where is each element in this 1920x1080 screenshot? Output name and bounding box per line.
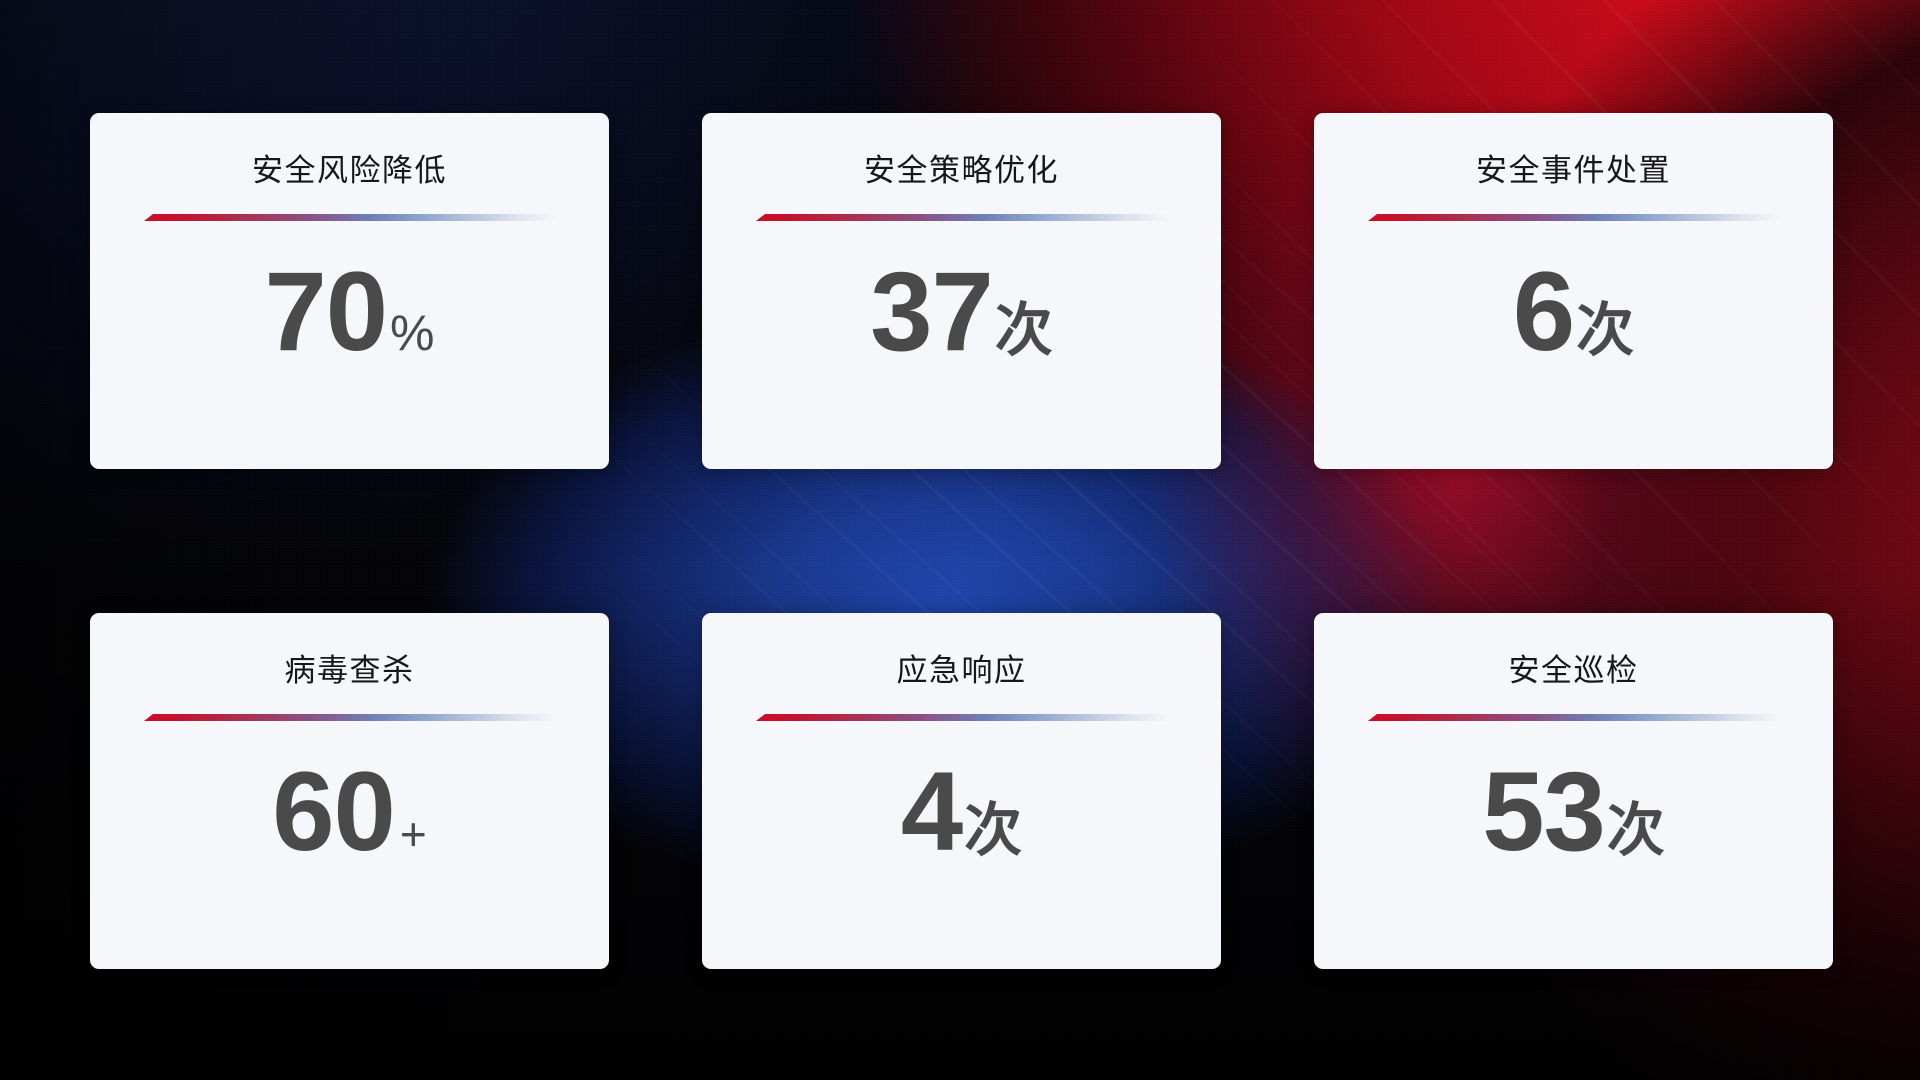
metric-unit: 次 bbox=[994, 298, 1053, 363]
metric-value: 53 bbox=[1482, 749, 1606, 874]
card-title: 应急响应 bbox=[896, 653, 1027, 688]
metric-card-grid: 安全风险降低 70 % 安全策略优化 37 次 安全事件处置 6 次 病毒查 bbox=[90, 113, 1834, 969]
metric-readout: 70 % bbox=[90, 256, 609, 368]
metric-value: 60 bbox=[272, 749, 396, 874]
gradient-divider bbox=[1368, 214, 1781, 221]
card-title: 安全事件处置 bbox=[1476, 153, 1671, 188]
metric-unit: 次 bbox=[1576, 298, 1635, 363]
metric-readout: 37 次 bbox=[702, 256, 1221, 368]
card-title: 安全策略优化 bbox=[864, 153, 1059, 188]
gradient-divider bbox=[756, 214, 1169, 221]
metric-card[interactable]: 安全巡检 53 次 bbox=[1314, 613, 1833, 969]
card-title: 安全巡检 bbox=[1508, 653, 1639, 688]
metric-unit: 次 bbox=[964, 798, 1023, 863]
metric-unit: + bbox=[399, 808, 427, 860]
metric-readout: 53 次 bbox=[1314, 756, 1833, 868]
metric-card[interactable]: 应急响应 4 次 bbox=[702, 613, 1221, 969]
metric-readout: 60 + bbox=[90, 756, 609, 868]
metric-card[interactable]: 安全风险降低 70 % bbox=[90, 113, 609, 469]
gradient-divider bbox=[144, 714, 557, 721]
metric-value: 4 bbox=[900, 749, 963, 874]
metric-value: 6 bbox=[1512, 249, 1575, 374]
metric-value: 37 bbox=[870, 249, 994, 374]
card-title: 安全风险降低 bbox=[252, 153, 447, 188]
metric-unit: % bbox=[390, 305, 435, 361]
gradient-divider bbox=[1368, 714, 1781, 721]
gradient-divider bbox=[144, 214, 557, 221]
metric-card[interactable]: 病毒查杀 60 + bbox=[90, 613, 609, 969]
metric-card[interactable]: 安全策略优化 37 次 bbox=[702, 113, 1221, 469]
metric-readout: 4 次 bbox=[702, 756, 1221, 868]
metric-unit: 次 bbox=[1606, 798, 1665, 863]
card-title: 病毒查杀 bbox=[284, 653, 415, 688]
metric-value: 70 bbox=[264, 249, 388, 374]
metric-readout: 6 次 bbox=[1314, 256, 1833, 368]
metric-card[interactable]: 安全事件处置 6 次 bbox=[1314, 113, 1833, 469]
gradient-divider bbox=[756, 714, 1169, 721]
